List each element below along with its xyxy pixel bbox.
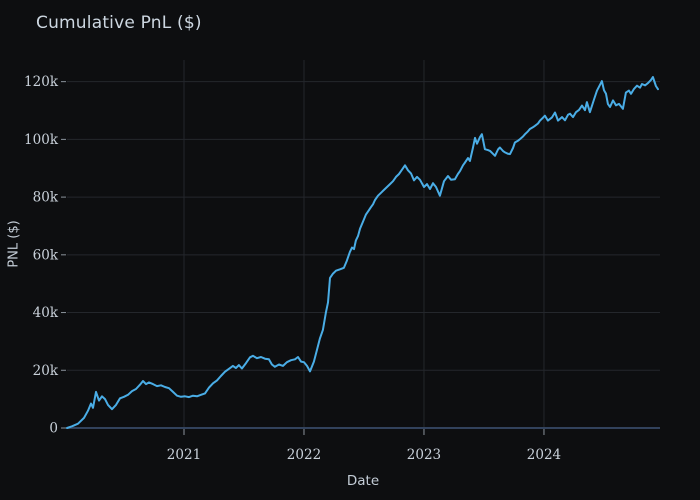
- y-tick-label: 0: [49, 421, 58, 437]
- y-tick-label: 20k: [33, 363, 59, 379]
- chart-title: Cumulative PnL ($): [36, 13, 202, 33]
- y-tick-label: 100k: [24, 132, 59, 148]
- x-tick-label: 2022: [287, 447, 321, 463]
- y-tick-label: 80k: [33, 190, 59, 206]
- y-tick-label: 40k: [33, 305, 59, 321]
- x-axis-title: Date: [346, 473, 380, 489]
- x-tick-label: 2023: [407, 447, 441, 463]
- x-tick-label: 2021: [167, 447, 201, 463]
- y-tick-label: 60k: [33, 247, 59, 263]
- y-tick-label: 120k: [24, 74, 59, 90]
- pnl-line-series: [66, 76, 659, 429]
- x-tick-label: 2024: [527, 447, 561, 463]
